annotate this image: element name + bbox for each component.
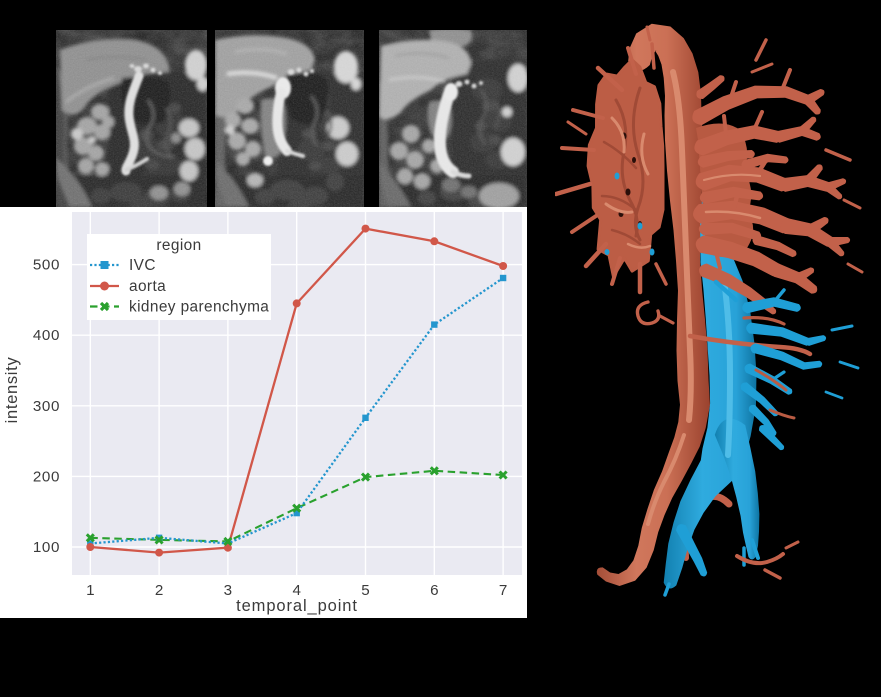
- svg-text:500: 500: [33, 257, 60, 274]
- svg-text:400: 400: [33, 327, 60, 344]
- svg-text:aorta: aorta: [129, 278, 166, 295]
- svg-text:100: 100: [33, 539, 60, 556]
- svg-text:IVC: IVC: [129, 257, 156, 274]
- svg-text:2: 2: [155, 582, 163, 599]
- svg-text:region: region: [156, 237, 201, 254]
- svg-text:300: 300: [33, 398, 60, 415]
- svg-text:3: 3: [224, 582, 232, 599]
- svg-text:1: 1: [86, 582, 94, 599]
- svg-text:intensity: intensity: [3, 357, 21, 424]
- svg-text:temporal_point: temporal_point: [236, 597, 358, 615]
- svg-text:4: 4: [292, 582, 300, 599]
- svg-text:5: 5: [361, 582, 369, 599]
- svg-text:6: 6: [430, 582, 438, 599]
- svg-text:kidney parenchyma: kidney parenchyma: [129, 299, 269, 316]
- svg-text:7: 7: [499, 582, 507, 599]
- svg-text:200: 200: [33, 468, 60, 485]
